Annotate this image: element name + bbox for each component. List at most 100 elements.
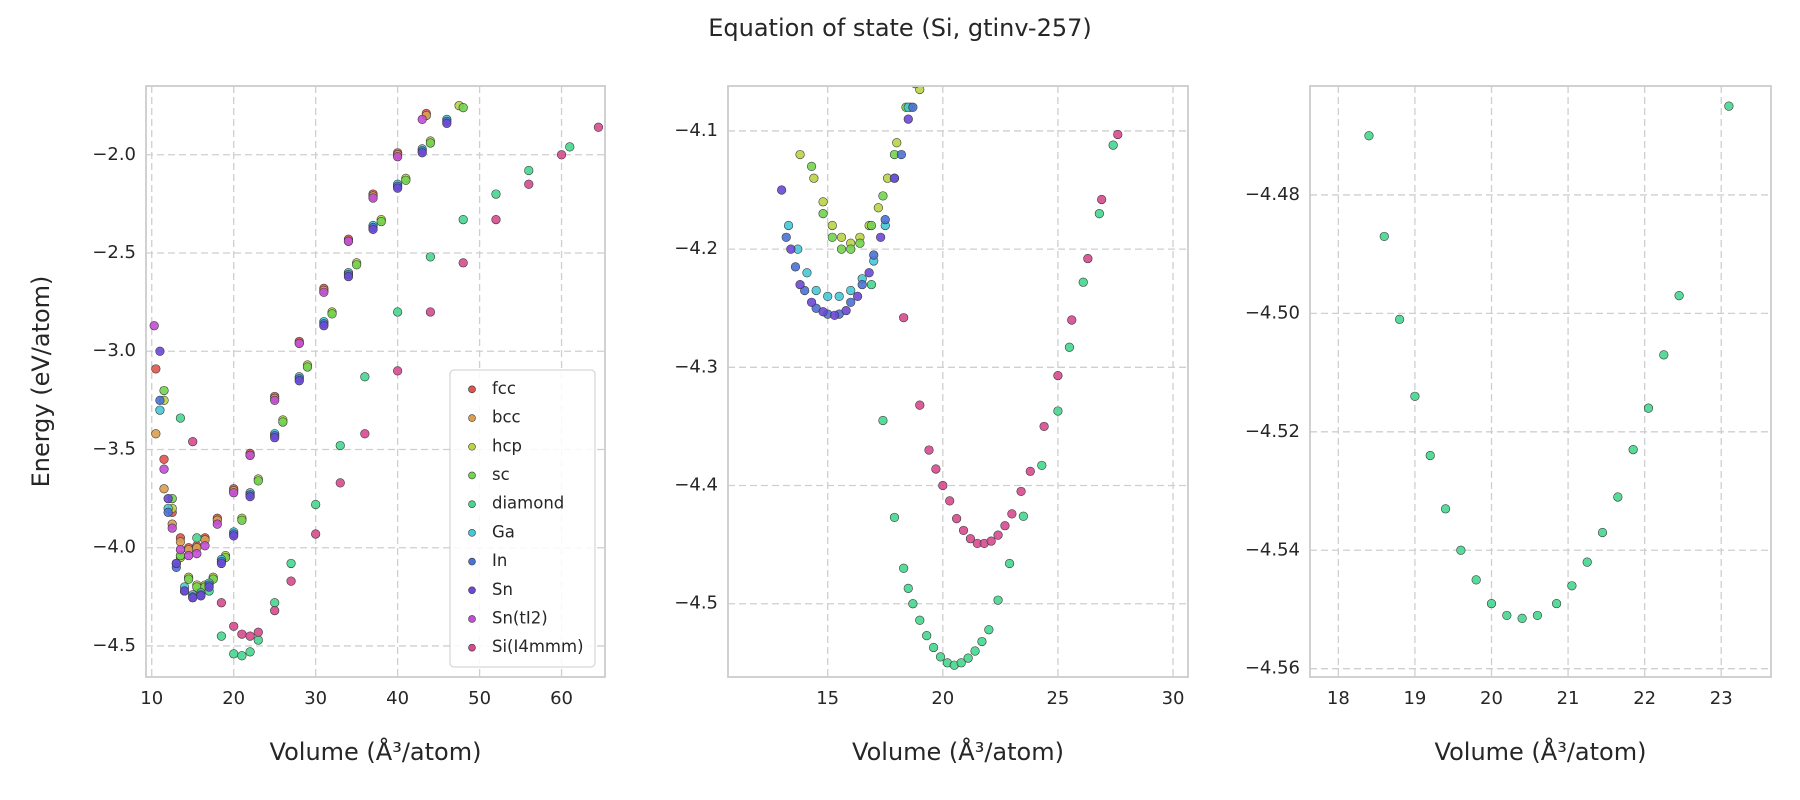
point [151,429,161,439]
point [880,214,890,225]
point [204,582,214,592]
point [159,385,169,396]
point [393,183,403,193]
x-tick-label: 25 [1046,688,1069,709]
point [524,179,534,189]
point [175,537,186,547]
y-tick-label: −4.50 [1245,302,1300,323]
point [442,118,452,128]
legend-marker [468,442,476,451]
point [846,244,856,254]
point [216,631,227,641]
point [873,203,883,213]
point [393,152,403,162]
legend-label: In [492,551,507,570]
point [1517,613,1527,623]
point [155,346,165,356]
point [1083,253,1093,264]
point [864,268,874,278]
point [1007,509,1017,519]
point [335,478,345,488]
point [938,480,948,491]
x-tick-label: 50 [468,688,491,709]
point [827,232,837,242]
point [802,268,812,278]
point [846,297,856,307]
point [1097,194,1107,205]
x-tick-label: 18 [1327,688,1350,709]
point [425,138,436,148]
point [1613,492,1623,502]
point [167,523,177,533]
point [163,493,173,504]
point [179,586,190,596]
point [809,173,819,183]
legend-label: hcp [492,436,522,455]
point [965,534,976,544]
point [841,305,851,316]
point [253,476,263,486]
point [896,149,906,160]
y-tick-label: −4.1 [674,120,718,141]
point [986,536,996,546]
point [818,209,828,219]
point [836,244,847,254]
point [159,454,169,464]
x-tick-label: 60 [550,688,573,709]
legend-label: fcc [492,379,516,398]
point [175,413,186,423]
point [889,173,900,183]
point [245,492,255,502]
point [237,629,247,639]
legend-marker [468,385,476,394]
point [294,376,304,386]
point [915,86,925,95]
point [878,191,888,201]
point [829,310,840,320]
point [151,364,161,374]
point [253,627,263,637]
legend-marker [468,615,476,623]
y-tick-label: −4.2 [674,238,718,259]
point [1000,521,1010,531]
point [1425,450,1435,461]
point [229,488,239,498]
x-tick-label: 21 [1557,688,1580,709]
point [836,232,847,242]
point [908,102,918,112]
y-tick-label: −4.5 [674,593,718,614]
point [319,287,329,297]
legend-label: Si(I4mmm) [492,637,584,656]
point [417,114,427,125]
point [1039,421,1049,432]
point [237,651,247,661]
legend-label: Ga [492,522,515,541]
point [806,161,817,171]
point [192,549,202,559]
point [984,625,994,635]
point [425,307,436,317]
point [1440,504,1451,514]
point [977,636,987,647]
point [1094,209,1104,219]
point [302,362,313,372]
point [781,232,791,242]
point [175,545,186,555]
point [360,429,370,439]
point [270,605,280,616]
point [311,529,321,539]
legend-label: Sn [492,580,513,599]
point [200,541,210,551]
figure-title: Equation of state (Si, gtinv-257) [708,14,1092,42]
plot-area [1364,101,1734,623]
point [212,519,222,529]
y-tick-label: −4.0 [92,537,136,558]
point [1025,466,1035,476]
point [184,574,194,584]
point [458,103,468,113]
x-tick-label: 20 [931,688,954,709]
point [229,531,239,541]
x-tick-label: 30 [1162,688,1185,709]
